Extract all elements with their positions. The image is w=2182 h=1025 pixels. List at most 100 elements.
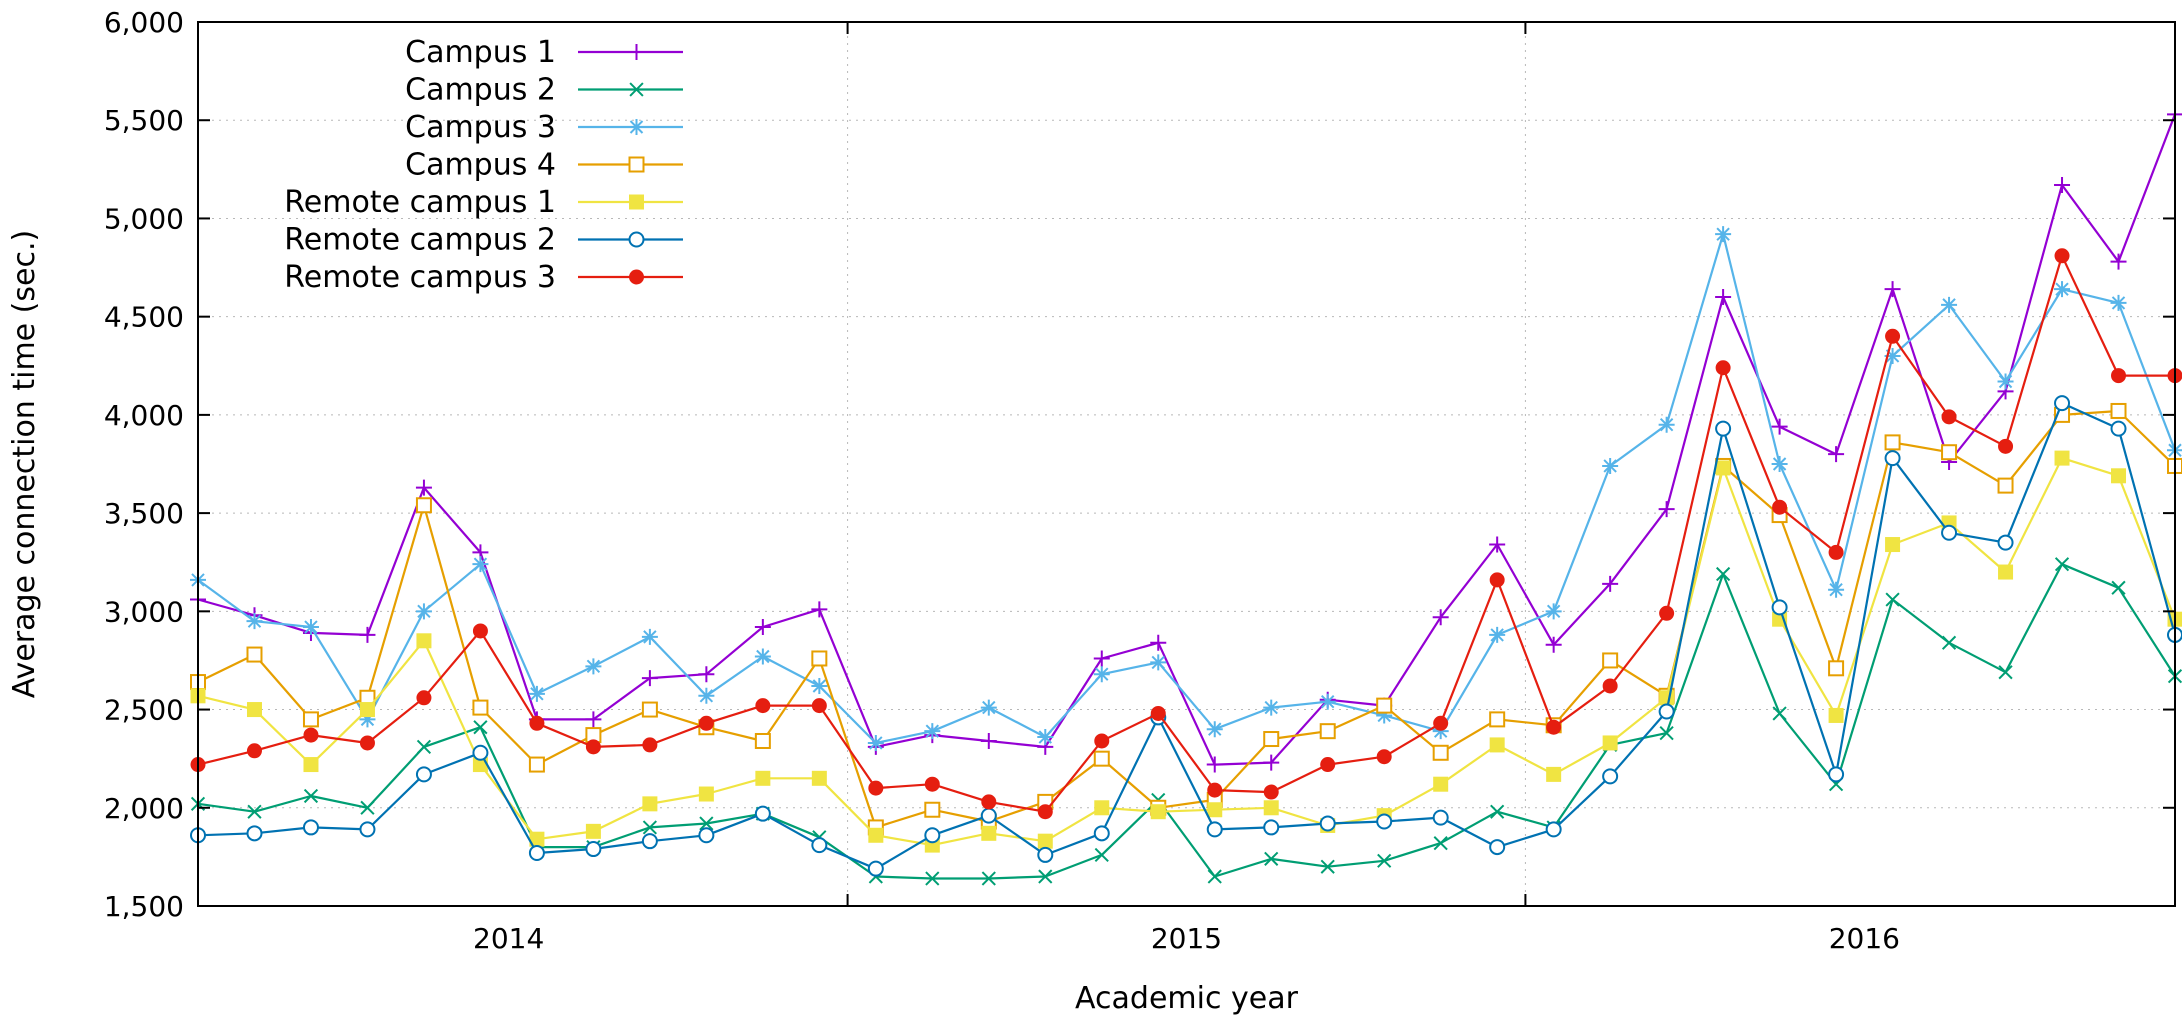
data-point: [924, 776, 940, 792]
data-point: [1432, 809, 1449, 826]
data-point: [1885, 537, 1901, 553]
data-point: [628, 119, 645, 135]
legend-label: Campus 4: [405, 148, 556, 183]
data-point: [1207, 802, 1223, 818]
data-point: [754, 648, 771, 665]
data-point: [629, 194, 644, 210]
data-point: [1602, 457, 1619, 474]
x-axis-label: Academic year: [1075, 981, 1299, 1016]
plot-frame: [197, 21, 2176, 907]
data-point: [1093, 825, 1110, 842]
data-point: [247, 804, 262, 819]
data-point: [415, 766, 432, 783]
data-point: [868, 780, 884, 796]
data-point: [472, 699, 489, 716]
data-point: [585, 841, 602, 858]
legend-label: Campus 3: [405, 110, 556, 145]
data-point: [642, 820, 657, 835]
data-point: [1941, 444, 1958, 461]
data-point: [1263, 784, 1279, 800]
y-tick-label: 2,000: [104, 792, 184, 825]
data-point: [1772, 499, 1788, 515]
data-point: [754, 732, 771, 749]
data-point: [1828, 581, 1845, 598]
data-point: [1319, 815, 1336, 832]
data-point: [359, 735, 375, 751]
data-point: [1150, 804, 1166, 820]
data-point: [416, 633, 432, 649]
data-point: [1376, 813, 1393, 830]
data-point: [1093, 666, 1110, 683]
data-point: [1094, 847, 1109, 863]
data-point: [359, 702, 375, 718]
data-point: [2054, 248, 2070, 264]
y-tick-label: 3,000: [104, 595, 184, 628]
data-point: [302, 819, 319, 836]
data-point: [1659, 726, 1674, 741]
legend-label: Remote campus 3: [284, 260, 556, 295]
data-point: [302, 711, 319, 728]
data-point: [641, 628, 658, 645]
data-point: [1037, 846, 1054, 863]
data-point: [641, 701, 658, 718]
data-point: [1998, 438, 2014, 454]
data-point: [1772, 706, 1787, 721]
data-point: [811, 698, 827, 714]
data-point: [1941, 296, 1958, 313]
data-point: [1263, 699, 1280, 716]
data-point: [1885, 328, 1901, 344]
data-point: [528, 844, 545, 861]
data-point: [1432, 609, 1449, 626]
data-point: [1489, 626, 1506, 643]
data-point: [1997, 373, 2014, 390]
data-point: [1546, 766, 1562, 782]
data-point: [641, 670, 658, 687]
data-point: [528, 685, 545, 702]
data-point: [473, 720, 488, 735]
data-point: [629, 82, 644, 97]
data-point: [472, 744, 489, 761]
series-line: [197, 233, 2177, 745]
data-point: [1432, 744, 1449, 761]
data-point: [303, 788, 319, 804]
y-tick-label: 4,000: [104, 399, 184, 432]
data-point: [1319, 723, 1336, 740]
x-tick-label: 2015: [1151, 922, 1222, 955]
series-2: [190, 557, 2182, 886]
data-point: [1320, 859, 1335, 874]
data-point: [529, 715, 545, 731]
legend-label: Remote campus 1: [284, 185, 556, 220]
data-point: [867, 734, 884, 751]
data-point: [416, 739, 432, 754]
data-point: [1037, 804, 1053, 820]
series-6: [190, 395, 2182, 877]
data-point: [698, 715, 714, 731]
data-point: [1489, 536, 1506, 553]
data-point: [811, 770, 827, 786]
series-line: [197, 402, 2177, 870]
data-point: [1264, 851, 1279, 866]
data-point: [472, 556, 489, 573]
data-point: [2111, 580, 2126, 595]
data-point: [1716, 566, 1731, 582]
series-line: [197, 409, 2176, 829]
data-point: [1150, 634, 1167, 651]
data-point: [1884, 434, 1901, 451]
data-point: [1828, 660, 1845, 677]
data-point: [1093, 650, 1110, 667]
data-point: [1489, 839, 1506, 856]
series-layer: [190, 106, 2182, 886]
data-point: [1884, 281, 1901, 298]
y-tick-label: 6,000: [104, 6, 184, 39]
data-point: [1828, 446, 1845, 463]
data-point: [1715, 420, 1732, 437]
x-tick-label: 2014: [473, 922, 544, 955]
data-point: [246, 743, 262, 759]
data-point: [416, 690, 432, 706]
data-point: [1941, 524, 1958, 541]
data-point: [1546, 719, 1562, 735]
data-point: [698, 687, 715, 704]
legend-item: Campus 2: [405, 73, 683, 108]
data-point: [2111, 468, 2127, 484]
